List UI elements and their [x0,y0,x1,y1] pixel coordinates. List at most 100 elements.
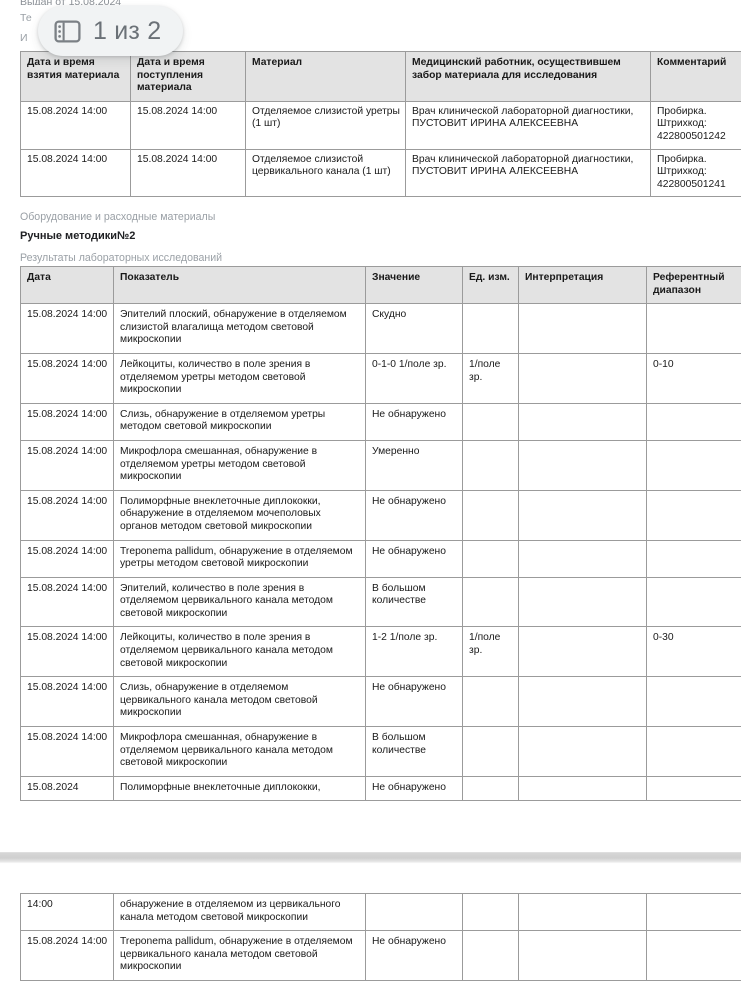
table-row: 15.08.2024 14:00 Лейкоциты, количество в… [20,626,741,678]
cell-value: В большом количестве [365,576,463,628]
cell-interpretation [518,539,647,578]
cell-reference: 0-30 [646,626,741,678]
column-header-indicator: Показатель [113,265,366,305]
cell-reference [646,930,741,981]
cell-interpretation [518,775,647,802]
cell-indicator: Эпителий плоский, обнаружение в отделяем… [113,303,366,354]
table-row: 15.08.2024 14:00 Микрофлора смешанная, о… [20,439,741,491]
lab-results-continued-body: 14:00 обнаружение в отделяемом из цервик… [20,892,741,981]
cell-reference: 0-10 [646,352,741,404]
cell-interpretation [518,576,647,628]
equipment-value: Ручные методики№2 [20,230,136,242]
cell-indicator: Эпителий, количество в поле зрения в отд… [113,576,366,628]
table-header-row: Дата и время взятия материала Дата и вре… [20,51,741,102]
cell-date: 15.08.2024 14:00 [20,539,114,578]
column-header-material: Материал [245,51,406,102]
cell-indicator: Полиморфные внеклеточные диплококки, [113,775,366,802]
cell-indicator: Лейкоциты, количество в поле зрения в от… [113,626,366,678]
table-row: 14:00 обнаружение в отделяемом из цервик… [20,892,741,932]
cell-date: 15.08.2024 14:00 [20,626,114,678]
meta-line-tertiary: И [20,32,28,44]
cell-interpretation [518,726,647,777]
cell-value: В большом количестве [365,726,463,777]
cell-indicator: Микрофлора смешанная, обнаружение в отде… [113,726,366,777]
column-header-worker: Медицинский работник, осуществившем забо… [405,51,651,102]
cell-interpretation [518,402,647,441]
cell-indicator: Слизь, обнаружение в отделяемом уретры м… [113,402,366,441]
table-row: 15.08.2024 14:00 Treponema pallidum, обн… [20,930,741,981]
cell-reference [646,402,741,441]
cell-interpretation [518,303,647,354]
cell-date: 15.08.2024 [20,775,114,802]
column-header-value: Значение [365,265,463,305]
cell-value: Умеренно [365,439,463,491]
cell-value: Не обнаружено [365,676,463,728]
cell-interpretation [518,626,647,678]
cell-value: Не обнаружено [365,489,463,541]
cell-unit [462,775,519,802]
cell-interpretation [518,352,647,404]
results-caption: Результаты лабораторных исследований [20,252,223,264]
cell-reference [646,676,741,728]
lab-results-body: 15.08.2024 14:00 Эпителий плоский, обнар… [20,303,741,802]
table-row: 15.08.2024 14:00 Полиморфные внеклеточны… [20,489,741,541]
cell-reference [646,539,741,578]
cell-indicator: Лейкоциты, количество в поле зрения в от… [113,352,366,404]
cell-material: Отделяемое слизистой цервикального канал… [245,148,406,198]
cell-unit [462,930,519,981]
column-header-comment: Комментарий [650,51,741,102]
table-row: 15.08.2024 14:00 Слизь, обнаружение в от… [20,402,741,441]
cell-taken-at: 15.08.2024 14:00 [20,148,131,198]
lab-results-continued-table: 14:00 обнаружение в отделяемом из цервик… [20,892,741,981]
lab-results-table: Дата Показатель Значение Ед. изм. Интерп… [20,265,741,802]
column-header-date: Дата [20,265,114,305]
cell-indicator: Слизь, обнаружение в отделяемом цервикал… [113,676,366,728]
cell-unit: 1/поле зр. [462,626,519,678]
cell-indicator: Treponema pallidum, обнаружение в отделя… [113,930,366,981]
cell-value: Не обнаружено [365,402,463,441]
cell-value: 0-1-0 1/поле зр. [365,352,463,404]
table-header-row: Дата Показатель Значение Ед. изм. Интерп… [20,265,741,305]
cell-date: 15.08.2024 14:00 [20,489,114,541]
cell-value [365,892,463,932]
cell-received-at: 15.08.2024 14:00 [130,148,246,198]
cell-unit [462,439,519,491]
cell-received-at: 15.08.2024 14:00 [130,100,246,150]
cell-reference [646,303,741,354]
cell-date: 15.08.2024 14:00 [20,576,114,628]
meta-line-secondary: Те [20,12,32,24]
page-indicator-overlay: 1 из 2 [38,6,184,56]
cell-date: 15.08.2024 14:00 [20,726,114,777]
table-row: 15.08.2024 14:00 Микрофлора смешанная, о… [20,726,741,777]
document-meta-header: Выдан от 15.08.2024 Те И [20,0,440,45]
cell-date: 15.08.2024 14:00 [20,303,114,354]
cell-reference [646,576,741,628]
cell-material: Отделяемое слизистой уретры (1 шт) [245,100,406,150]
cell-date: 15.08.2024 14:00 [20,352,114,404]
cell-date: 15.08.2024 14:00 [20,676,114,728]
column-header-reference-range: Референтный диапазон [646,265,741,305]
cell-date: 15.08.2024 14:00 [20,439,114,491]
cell-unit [462,726,519,777]
cell-unit [462,892,519,932]
cell-unit [462,576,519,628]
cell-value: Скудно [365,303,463,354]
sample-collection-table: Дата и время взятия материала Дата и вре… [20,51,741,198]
cell-indicator: Treponema pallidum, обнаружение в отделя… [113,539,366,578]
cell-date: 14:00 [20,892,114,932]
page-layout-icon [54,19,81,43]
cell-taken-at: 15.08.2024 14:00 [20,100,131,150]
table-row: 15.08.2024 14:00 Слизь, обнаружение в от… [20,676,741,728]
cell-interpretation [518,676,647,728]
cell-indicator: Микрофлора смешанная, обнаружение в отде… [113,439,366,491]
table-row: 15.08.2024 14:00 15.08.2024 14:00 Отделя… [20,148,741,198]
cell-unit [462,402,519,441]
cell-unit [462,303,519,354]
table-row: 15.08.2024 14:00 Эпителий плоский, обнар… [20,303,741,354]
cell-worker: Врач клинической лабораторной диагностик… [405,100,651,150]
table-row: 15.08.2024 Полиморфные внеклеточные дипл… [20,775,741,802]
cell-worker: Врач клинической лабораторной диагностик… [405,148,651,198]
cell-value: Не обнаружено [365,775,463,802]
cell-unit [462,489,519,541]
